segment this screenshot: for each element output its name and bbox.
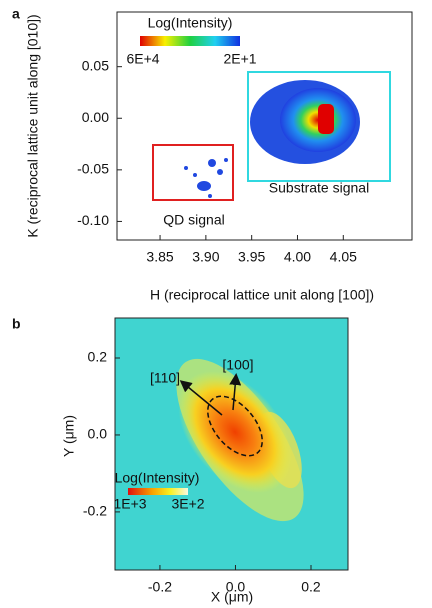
axes-frame (116, 11, 413, 241)
colorbar-title: Log(Intensity) (115, 470, 200, 486)
dashed-ellipse (207, 395, 263, 457)
y-tick-label: 0.05 (82, 57, 109, 73)
colorbar-label: 3E+2 (171, 496, 204, 512)
y-tick-label: 0.0 (88, 426, 108, 442)
x-tick-label: 4.00 (284, 249, 311, 265)
panel-label: a (12, 6, 20, 22)
y-tick-label: 0.2 (88, 349, 108, 365)
x-axis-label: H (reciprocal lattice unit along [100]) (150, 287, 374, 303)
arrow-110 (179, 380, 223, 416)
y-tick-label: -0.10 (77, 212, 109, 228)
y-axis-label: Y (μm) (61, 415, 77, 457)
x-tick-label: 3.90 (192, 249, 219, 265)
substrate-peak (318, 104, 334, 134)
x-tick-label: 0.2 (301, 579, 321, 595)
colorbar-title: Log(Intensity) (148, 15, 233, 31)
x-axis-label: X (μm) (211, 589, 253, 605)
y-tick-label: -0.05 (77, 161, 109, 177)
x-tick-label: 4.05 (330, 249, 357, 265)
y-axis-label: K (reciprocal lattice unit along [010]) (25, 14, 41, 237)
x-tick-label: 0.0 (226, 579, 246, 595)
colorbar-label: 2E+1 (223, 51, 256, 67)
panel-label: b (12, 316, 21, 332)
y-tick-label: -0.2 (83, 503, 107, 519)
annotation: QD signal (163, 212, 224, 228)
substrate-box (247, 71, 391, 182)
annotation: Substrate signal (269, 180, 369, 196)
annotation: [100] (222, 357, 253, 373)
y-tick-label: 0.00 (82, 109, 109, 125)
panel-b-map (115, 318, 348, 570)
arrow-100 (229, 373, 242, 411)
colorbar-label: 1E+3 (113, 496, 146, 512)
colorbar (140, 36, 240, 46)
colorbar (128, 488, 188, 495)
annotation: [110] (150, 370, 180, 386)
x-tick-label: 3.95 (238, 249, 265, 265)
colorbar-label: 6E+4 (126, 51, 159, 67)
panel-a-map (117, 12, 412, 240)
x-tick-label: 3.85 (146, 249, 173, 265)
qd-signal (184, 158, 228, 198)
x-tick-label: -0.2 (148, 579, 172, 595)
axes-frame (114, 317, 349, 571)
qd-box (152, 144, 234, 201)
